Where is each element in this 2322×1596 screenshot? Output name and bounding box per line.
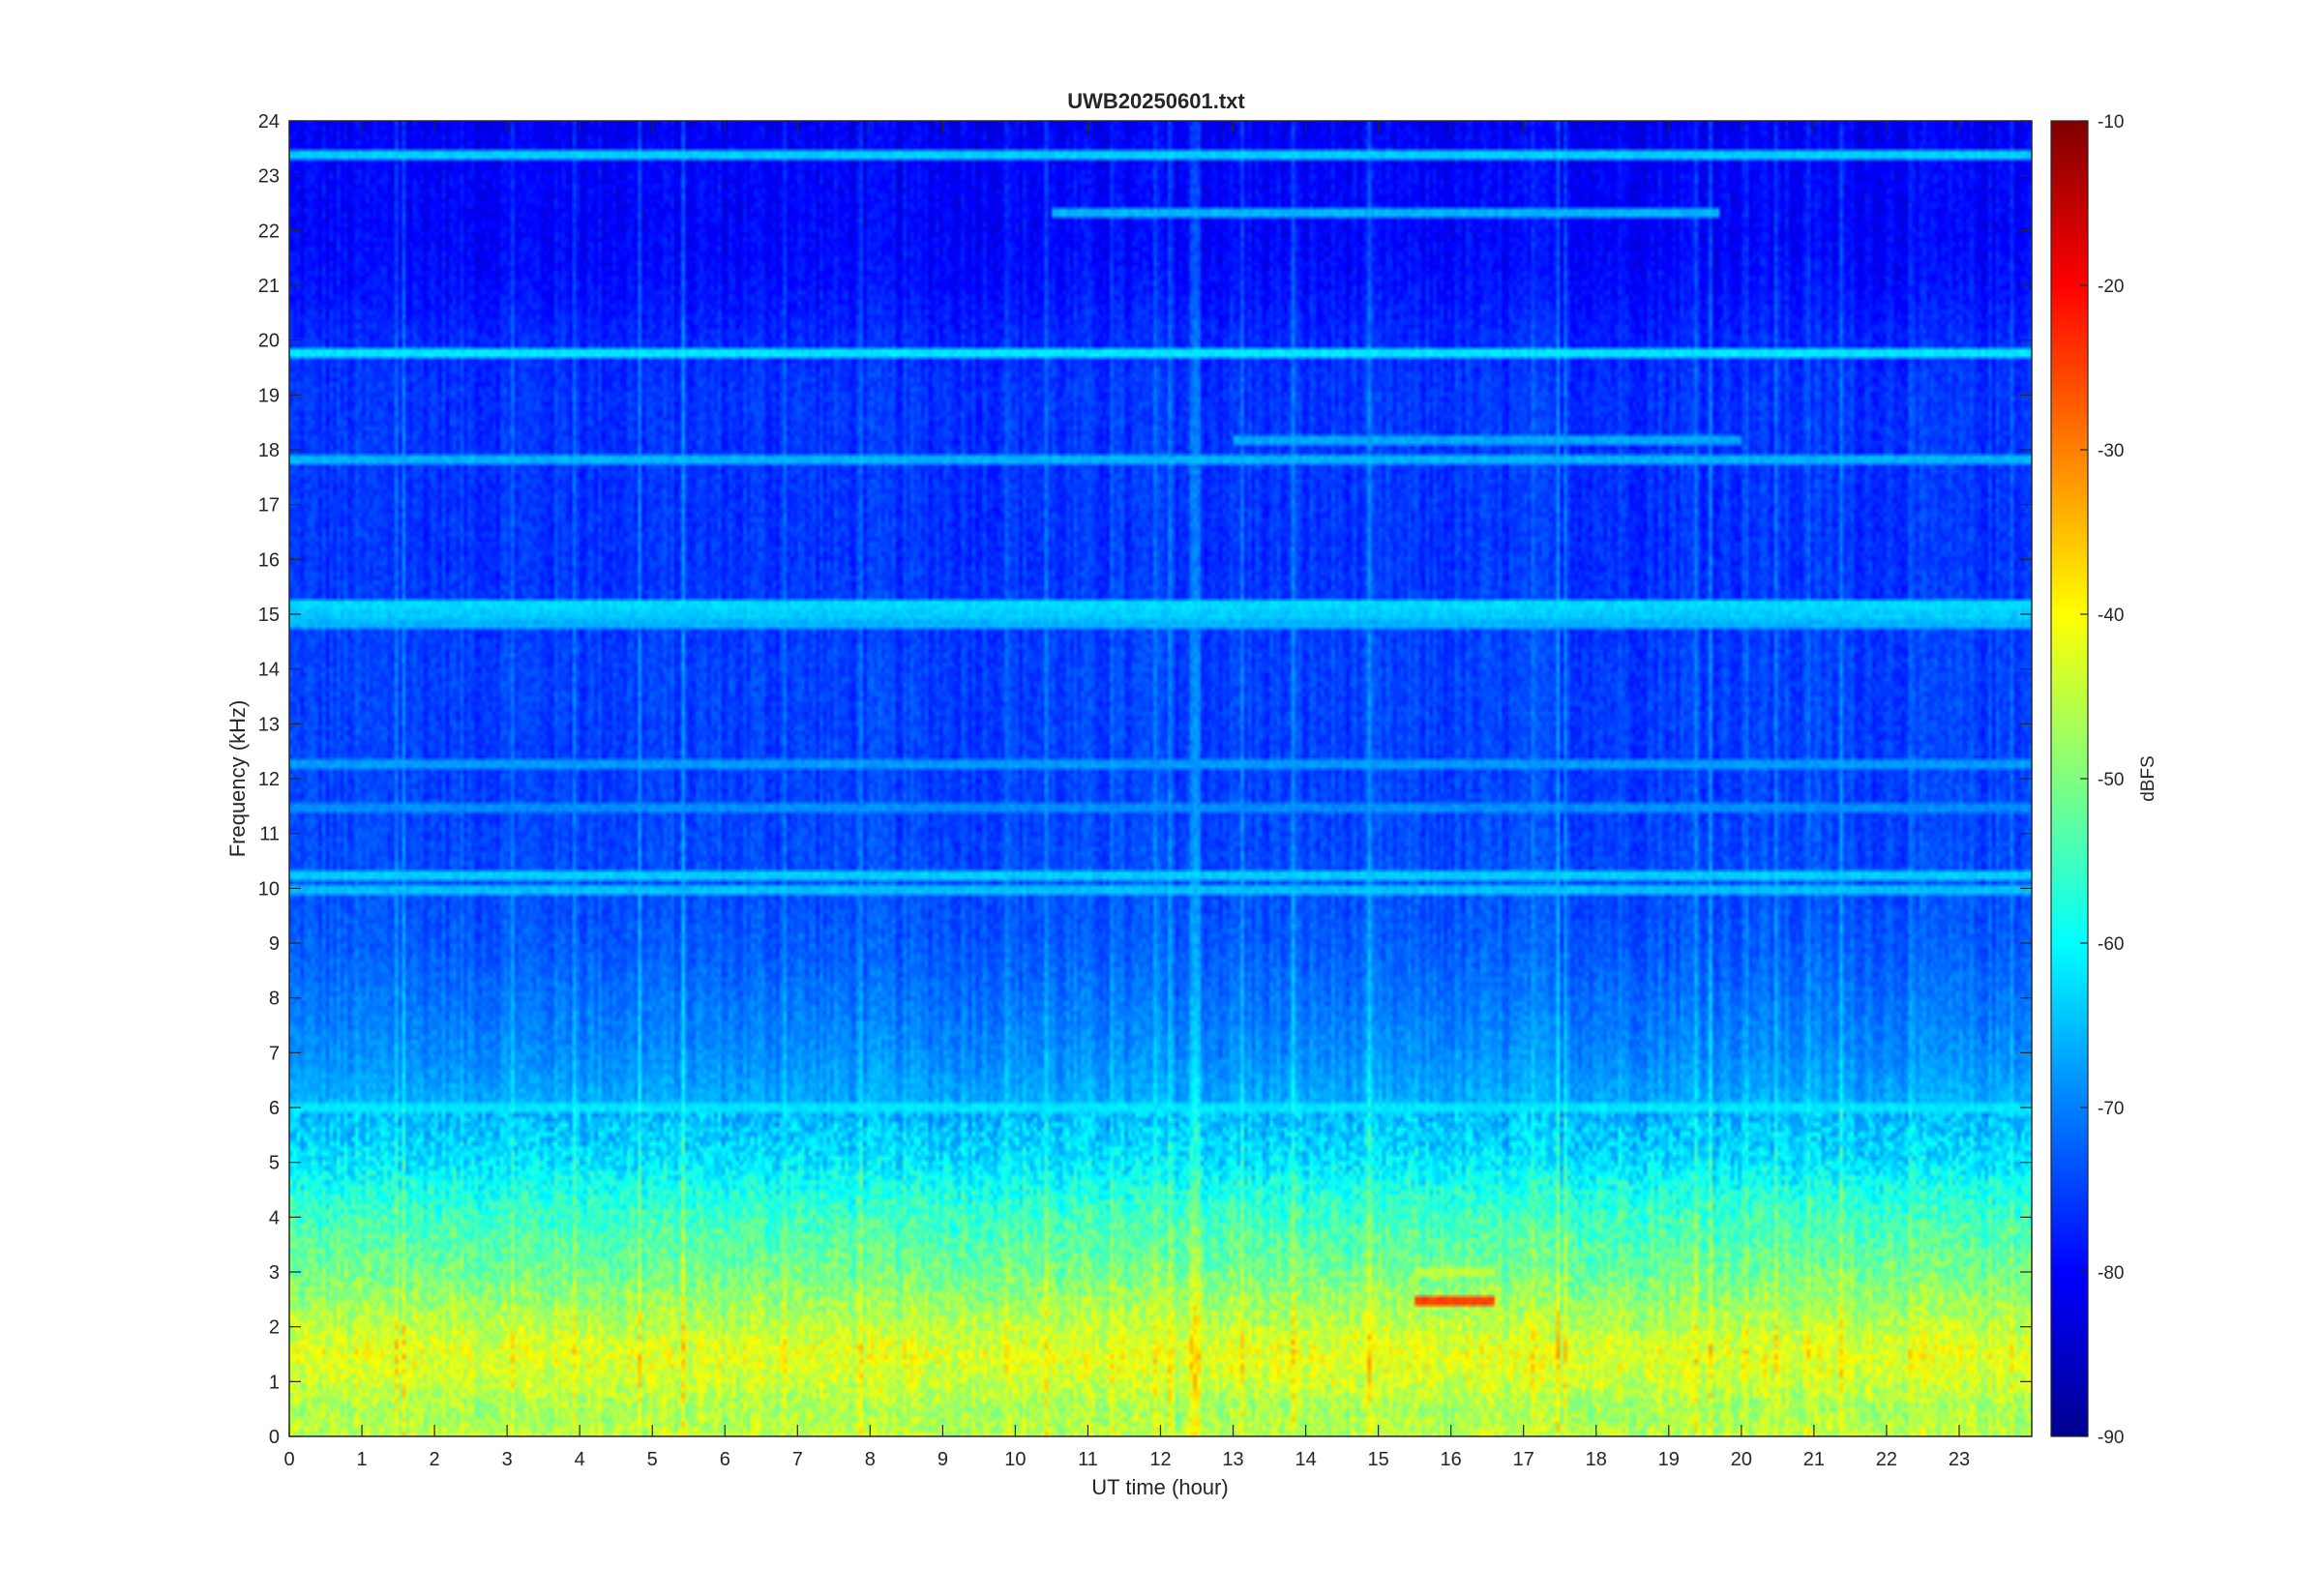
x-tick-label: 14 (1295, 1449, 1316, 1470)
y-tick-label: 12 (258, 769, 280, 790)
x-tick-label: 0 (283, 1449, 294, 1470)
y-tick-label: 22 (258, 221, 280, 242)
x-tick-label: 23 (1949, 1449, 1970, 1470)
y-tick-label: 16 (258, 549, 280, 571)
y-tick-label: 6 (269, 1098, 280, 1119)
colorbar-tick-label: -30 (2098, 441, 2124, 461)
colorbar-tick-label: -60 (2098, 934, 2124, 955)
y-tick-label: 8 (269, 989, 280, 1010)
colorbar: -90 -80 -70 -60 -50 -40 -30 -20 -10 dBFS (2050, 112, 2158, 1448)
y-tick-label: 9 (269, 933, 280, 955)
chart-title: UWB20250601.txt (1067, 89, 1245, 113)
y-tick-label: 1 (269, 1372, 280, 1393)
y-tick-label: 17 (258, 495, 280, 517)
x-tick-label: 7 (792, 1449, 803, 1470)
colorbar-tick-label: -80 (2098, 1263, 2124, 1284)
y-axis-label: Frequency (kHz) (225, 700, 250, 858)
colorbar-tick-label: -10 (2098, 112, 2124, 133)
y-tick-label: 15 (258, 605, 280, 626)
y-tick-label: 18 (258, 440, 280, 461)
colorbar-ticks: -90 -80 -70 -60 -50 -40 -30 -20 -10 (2080, 112, 2124, 1448)
x-tick-label: 1 (356, 1449, 367, 1470)
x-tick-label: 6 (720, 1449, 730, 1470)
x-tick-label: 15 (1368, 1449, 1389, 1470)
colorbar-tick-label: -90 (2098, 1428, 2124, 1448)
y-tick-label: 14 (258, 660, 280, 681)
y-tick-label: 19 (258, 385, 280, 406)
x-tick-label: 17 (1513, 1449, 1534, 1470)
y-tick-label: 20 (258, 331, 280, 352)
y-tick-label: 4 (269, 1207, 280, 1228)
y-tick-label: 7 (269, 1043, 280, 1064)
x-tick-label: 3 (502, 1449, 513, 1470)
y-tick-label: 3 (269, 1262, 280, 1284)
x-tick-label: 12 (1149, 1449, 1171, 1470)
x-tick-label: 20 (1731, 1449, 1752, 1470)
x-tick-label: 4 (575, 1449, 585, 1470)
colorbar-tick-label: -50 (2098, 770, 2124, 790)
x-axis: 0 1 2 3 4 5 6 7 8 9 10 11 12 13 14 15 16 17 18 19 20 21 22 23 (283, 121, 1970, 1470)
y-tick-label: 23 (258, 166, 280, 188)
spectrogram-heatmap (289, 121, 2032, 1436)
y-tick-label: 10 (258, 878, 280, 900)
y-tick-label: 5 (269, 1153, 280, 1174)
x-tick-label: 11 (1078, 1449, 1098, 1470)
x-tick-label: 18 (1586, 1449, 1607, 1470)
colorbar-label: dBFS (2138, 755, 2158, 802)
x-tick-label: 8 (865, 1449, 876, 1470)
x-tick-label: 19 (1658, 1449, 1680, 1470)
y-tick-label: 2 (269, 1317, 280, 1339)
colorbar-tick-label: -40 (2098, 606, 2124, 626)
x-tick-label: 10 (1004, 1449, 1026, 1470)
x-tick-label: 9 (938, 1449, 948, 1470)
x-tick-label: 22 (1876, 1449, 1897, 1470)
y-tick-label: 0 (269, 1427, 280, 1448)
x-tick-label: 16 (1441, 1449, 1462, 1470)
x-tick-label: 5 (647, 1449, 658, 1470)
colorbar-tick-label: -20 (2098, 277, 2124, 297)
y-tick-label: 24 (258, 111, 280, 133)
colorbar-tick-label: -70 (2098, 1099, 2124, 1119)
y-tick-label: 21 (258, 276, 280, 297)
plot-area (288, 120, 2033, 1437)
x-tick-label: 13 (1222, 1449, 1243, 1470)
y-tick-label: 11 (259, 824, 280, 845)
y-tick-label: 13 (258, 714, 280, 735)
x-tick-label: 2 (430, 1449, 440, 1470)
x-tick-label: 21 (1803, 1449, 1825, 1470)
x-axis-label: UT time (hour) (1091, 1475, 1228, 1499)
